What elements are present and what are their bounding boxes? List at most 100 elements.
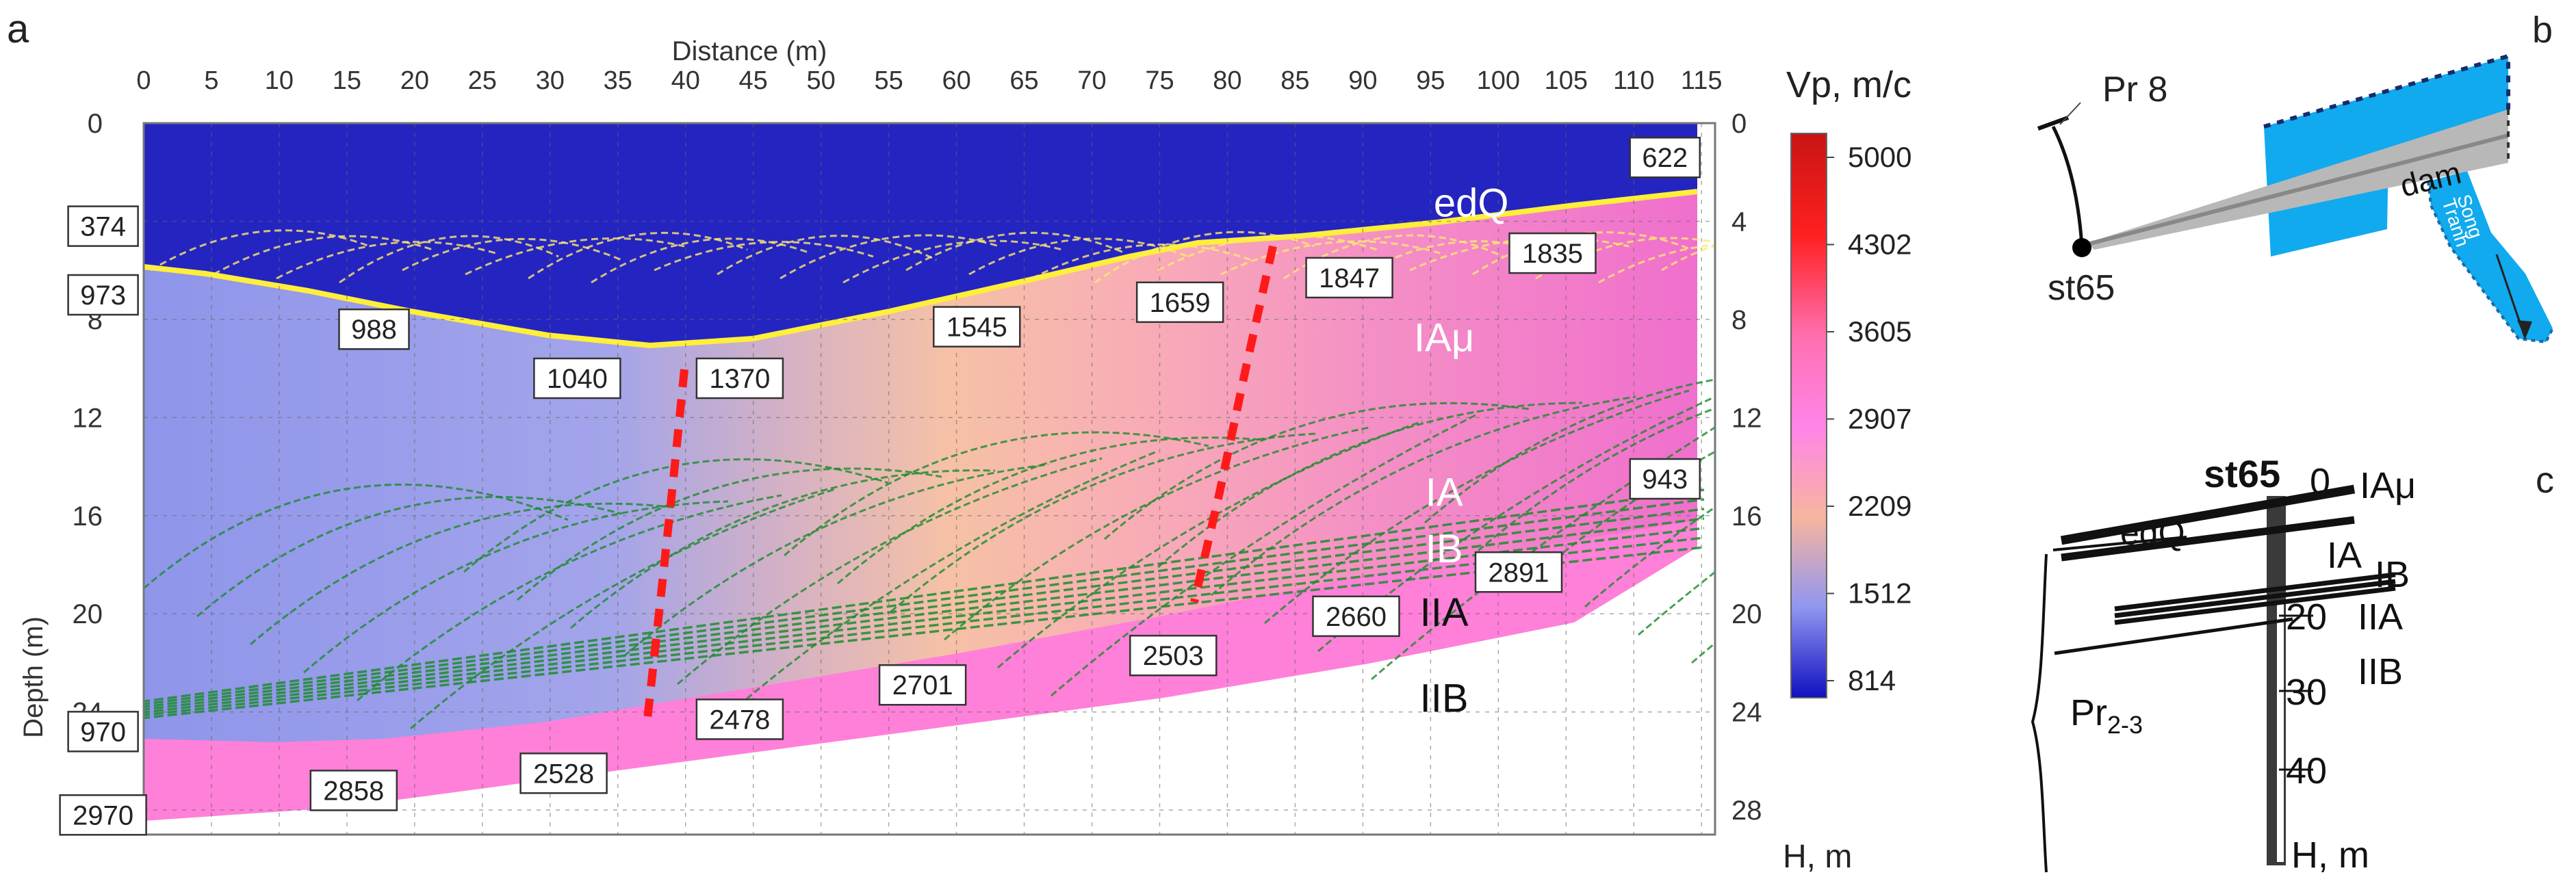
ray-upper-16 [1157,234,1378,272]
depth-label-30: 30 [2286,672,2327,713]
velocity-box-text-15: 2478 [709,705,770,735]
y-tick-label-left-5: 20 [73,599,103,629]
reservoir-outline [2263,53,2510,129]
colorbar-tick-label-0: 5000 [1848,141,1911,173]
unit-label: H, m [2291,835,2369,876]
y-tick-label-right-0: 0 [1731,109,1747,139]
x-tick-label-8: 40 [671,66,700,95]
station-label: st65 [2048,268,2115,308]
velocity-box-12: 2660 [1312,595,1400,638]
panel-b-letter: b [2532,10,2553,51]
x-tick-label-7: 35 [604,66,632,95]
ray-upper-12 [905,231,1126,272]
x-tick-label-22: 110 [1613,66,1655,95]
panel-a-letter: a [7,7,29,51]
profile-label: Pr 8 [2102,70,2167,109]
ray-refractor-57 [144,536,1705,717]
x-tick-label-10: 50 [807,66,836,95]
ray-lower-28 [250,502,675,646]
ray-upper-10 [780,234,1000,280]
y-tick-label-left-0: 0 [88,109,103,139]
ray-upper-15 [1094,231,1315,284]
ray-upper-3 [339,235,559,284]
velocity-box-text-14: 2701 [892,670,953,701]
velocity-colorbar: Vp, m/c 5000 4302 3605 2907 2209 1512 814 [1786,64,1911,698]
x-tick-label-4: 20 [400,66,429,95]
pr-label: Pr2-3 [2070,692,2143,739]
layer-labels: edQ IAμ IA IB IIA IIB [1414,181,1509,720]
river-shape [2428,171,2553,342]
velocity-box-4: 1370 [695,357,784,400]
velocity-box-text-19: 2970 [73,800,133,830]
ray-upper-11 [842,239,1063,284]
ray-upper-4 [402,237,622,272]
velocity-box-frame-5 [933,306,1021,348]
ray-refractor-59 [144,517,1705,711]
velocity-box-text-5: 1545 [946,313,1007,343]
borehole-title: st65 [2204,452,2280,495]
x-tick-label-5: 25 [468,66,497,95]
depth-label-20: 20 [2286,597,2327,638]
velocity-box-text-8: 1835 [1522,239,1583,269]
iia-boundary [2114,586,2396,625]
layer-label-5: IIB [1420,677,1469,721]
ray-lower-27 [196,496,622,618]
velocity-box-text-12: 2660 [1326,602,1387,632]
dam-edge [2087,133,2509,246]
velocity-box-17: 2528 [519,752,608,794]
profile-leader-line [2059,102,2081,125]
x-tick-label-11: 55 [874,66,903,95]
velocity-box-frame-0 [67,205,139,247]
ray-refractor-56 [144,546,1705,720]
velocity-box-18: 2858 [309,770,398,811]
layer-label-iia: IIA [2358,597,2403,638]
colorbar-tick-label-4: 2209 [1848,490,1911,522]
velocity-box-frame-15 [695,698,784,740]
edq-boundary [2060,484,2356,545]
velocity-box-text-13: 2503 [1143,641,1204,671]
velocity-box-text-10: 943 [1642,464,1688,495]
ray-lower-36 [677,457,1103,685]
velocity-box-text-17: 2528 [533,759,594,789]
velocity-box-19: 2970 [59,794,147,836]
ray-lower-49 [1371,426,1715,681]
ray-upper-6 [528,231,748,280]
ray-lower-33 [517,467,942,601]
ray-lower-31 [410,488,836,730]
dam-shape [2087,109,2508,250]
layer-label-iamu: IAμ [2360,465,2416,506]
velocity-box-9: 622 [1629,136,1701,179]
x-tick-label-12: 60 [942,66,970,95]
velocity-box-frame-17 [519,752,608,794]
pr-label-sub: 2-3 [2107,711,2143,739]
velocity-box-text-7: 1847 [1319,263,1380,293]
y-tick-label-left-4: 16 [73,501,103,532]
x-tick-label-16: 80 [1213,66,1241,95]
ray-upper-2 [276,241,496,280]
x-tick-label-19: 95 [1416,66,1445,95]
iamu-boundary [2061,516,2355,562]
velocity-box-15: 2478 [695,698,784,740]
velocity-box-frame-19 [59,794,147,836]
ray-upper-8 [654,241,874,272]
ray-lower-54 [1638,571,1715,636]
ray-upper-21 [1472,231,1692,276]
ray-lower-41 [944,426,1369,641]
ia-boundary [2114,572,2396,612]
velocity-box-text-4: 1370 [709,364,770,394]
layer-label-iib: IIB [2358,651,2403,692]
velocity-box-text-16: 970 [80,717,126,747]
x-tick-label-3: 15 [333,66,361,95]
velocity-box-frame-3 [533,357,621,400]
ray-lower-38 [784,431,1209,557]
ray-lower-29 [303,500,729,674]
velocity-box-0: 374 [67,205,139,247]
colorbar-gradient [1790,133,1827,698]
colorbar-title: Vp, m/c [1786,64,1911,105]
ray-lower-39 [837,436,1263,585]
layer-label-1: IAμ [1414,316,1474,361]
river-arrow-head [2517,320,2532,339]
velocity-box-frame-6 [1135,281,1224,324]
velocity-box-frame-8 [1508,232,1597,274]
ray-refractor-61 [144,498,1705,706]
